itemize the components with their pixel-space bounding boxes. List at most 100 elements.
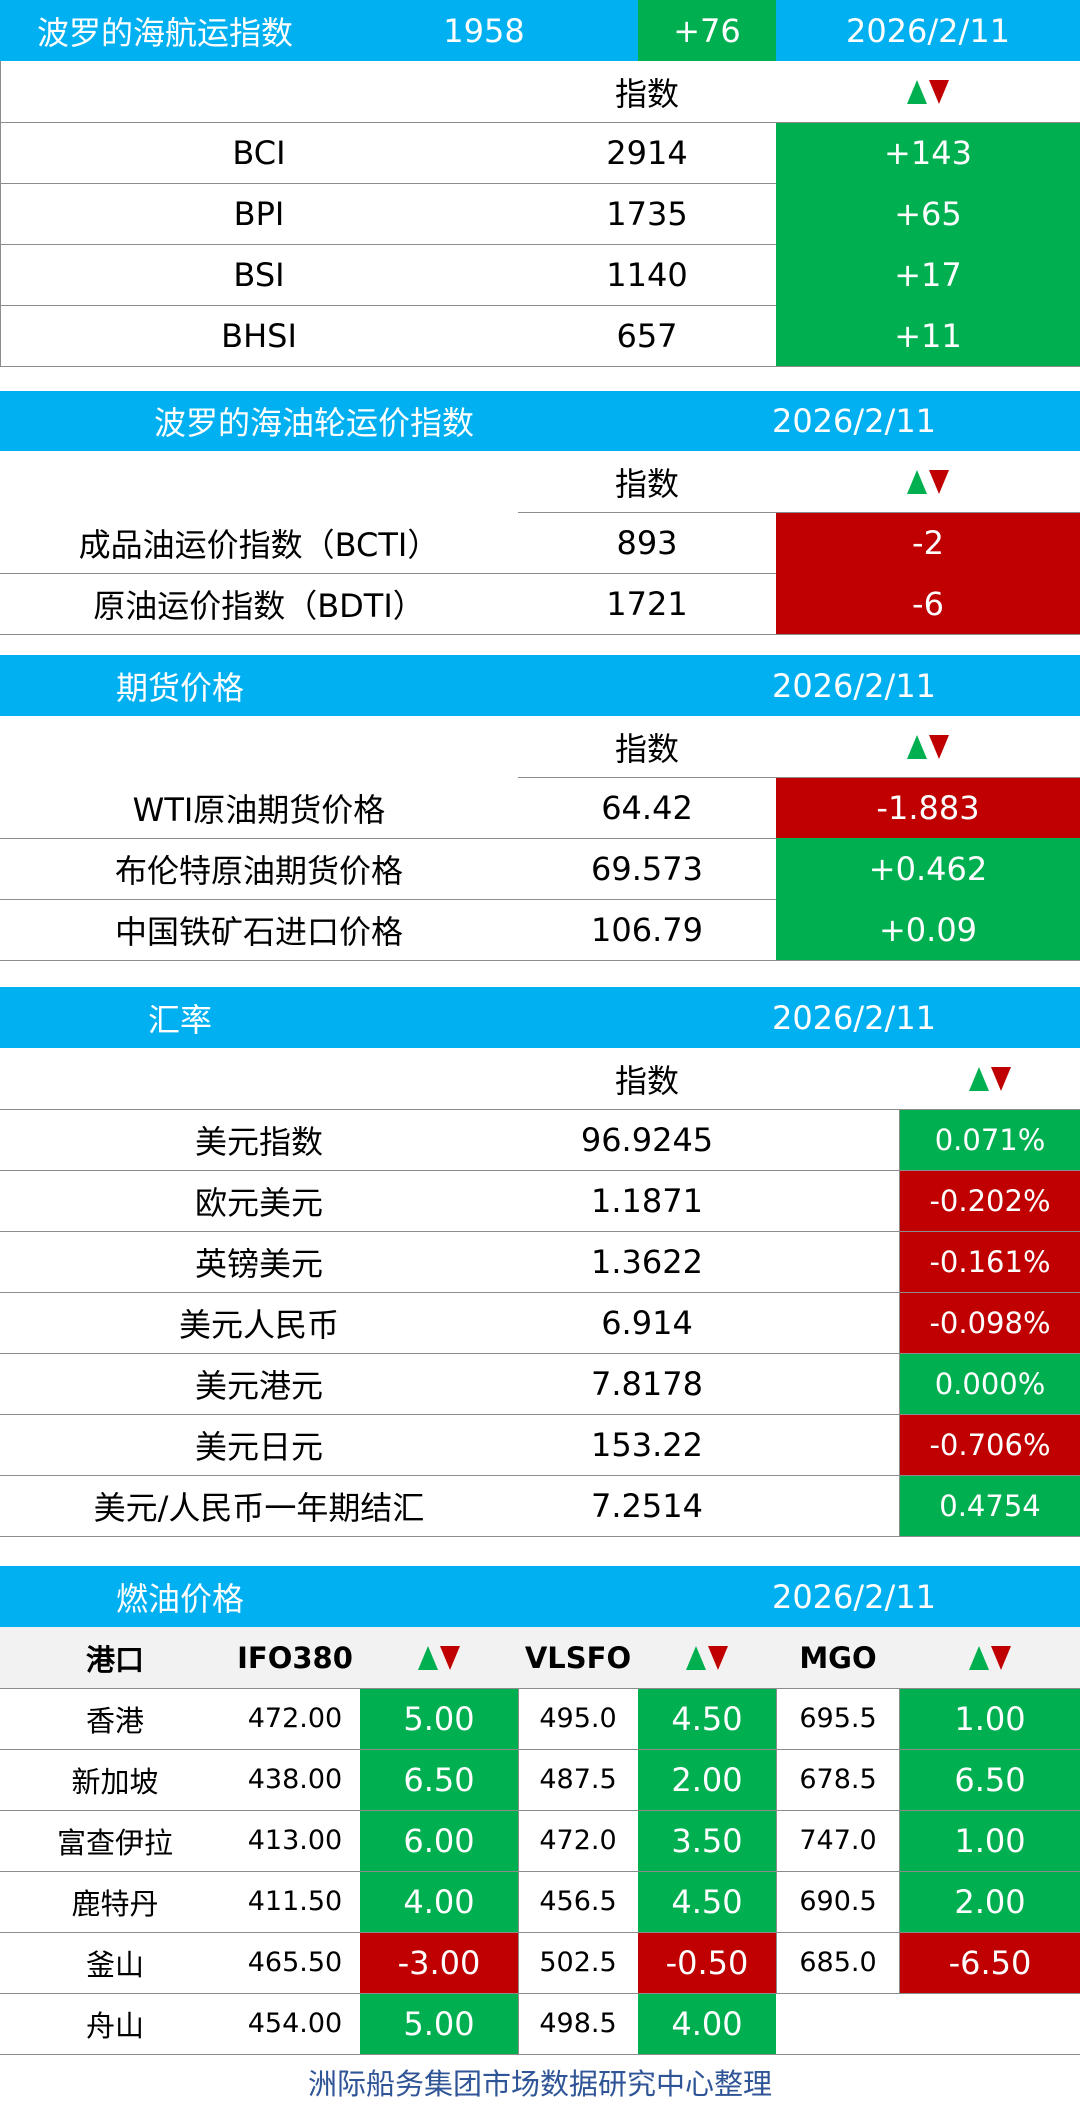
tanker-column-header: 指数 [0, 451, 1080, 512]
divider [0, 1170, 1080, 1171]
row-value: 153.22 [591, 1425, 703, 1464]
up-down-triangles-icon [969, 1645, 1011, 1670]
divider [0, 1475, 1080, 1476]
divider [0, 1993, 1080, 1994]
row-change: -0.161% [900, 1231, 1080, 1292]
row-change: -0.098% [900, 1292, 1080, 1353]
index-label: 指数 [614, 1061, 679, 1100]
vlsfo-change: 2.00 [638, 1749, 776, 1810]
ifo-price: 438.00 [247, 1764, 343, 1795]
mgo-price [776, 1993, 900, 2054]
change-indicator [776, 61, 1080, 122]
mgo-price: 690.5 [799, 1886, 877, 1917]
table-row: 原油运价指数（BDTI） 1721 -6 [0, 573, 1080, 634]
tanker-header: 波罗的海油轮运价指数 2026/2/11 [0, 391, 1080, 451]
fx-title: 汇率 [147, 1000, 212, 1039]
table-row: BCI 2914 +143 [0, 122, 1080, 183]
fuel-header: 燃油价格 2026/2/11 [0, 1566, 1080, 1627]
vlsfo-change: 4.50 [638, 1871, 776, 1932]
index-label: 指数 [614, 464, 679, 503]
change-indicator [776, 451, 1080, 512]
up-down-triangles-icon [686, 1645, 728, 1670]
divider [899, 1688, 900, 1993]
fuel-date: 2026/2/11 [771, 1577, 937, 1616]
table-row: 布伦特原油期货价格 69.573 +0.462 [0, 838, 1080, 899]
row-change: -1.883 [776, 777, 1080, 838]
col-vlsfo: VLSFO [524, 1640, 632, 1675]
table-row: 美元港元 7.8178 0.000% [0, 1353, 1080, 1414]
table-row: 美元指数 96.9245 0.071% [0, 1109, 1080, 1170]
divider [518, 777, 1080, 778]
divider [0, 122, 1080, 123]
bdi-header: 波罗的海航运指数 1958 +76 2026/2/11 [0, 0, 1080, 61]
row-name: 原油运价指数（BDTI） [93, 586, 425, 625]
ifo-change: 6.50 [360, 1749, 518, 1810]
divider [0, 1353, 1080, 1354]
divider [0, 960, 1080, 961]
ifo-change: 5.00 [360, 1688, 518, 1749]
divider [518, 512, 1080, 513]
divider [0, 366, 1080, 367]
divider [0, 61, 1, 366]
divider [0, 1871, 1080, 1872]
divider [0, 838, 776, 839]
row-change: -0.706% [900, 1414, 1080, 1475]
index-label: 指数 [614, 729, 679, 768]
row-name: 中国铁矿石进口价格 [114, 912, 403, 951]
port-name: 鹿特丹 [71, 1886, 159, 1921]
vlsfo-change: 4.00 [638, 1993, 776, 2054]
ifo-price: 413.00 [247, 1825, 343, 1856]
row-value: 893 [616, 523, 678, 562]
row-name: 成品油运价指数（BCTI） [78, 525, 440, 564]
bdi-column-header: 指数 [0, 61, 1080, 122]
row-value: 1.3622 [591, 1242, 703, 1281]
divider [0, 1810, 1080, 1811]
divider [0, 1688, 1080, 1689]
ifo-price: 454.00 [247, 2008, 343, 2039]
bdi-change: +76 [638, 0, 776, 61]
mgo-price: 747.0 [799, 1825, 877, 1856]
divider [0, 1932, 1080, 1933]
mgo-change: 1.00 [900, 1688, 1080, 1749]
col-mgo: MGO [799, 1640, 877, 1675]
port-name: 新加坡 [71, 1764, 159, 1799]
table-row: 英镑美元 1.3622 -0.161% [0, 1231, 1080, 1292]
row-value: 1721 [606, 584, 688, 623]
row-name: 美元人民币 [178, 1305, 339, 1344]
table-row: BPI 1735 +65 [0, 183, 1080, 244]
row-change: -6 [776, 573, 1080, 634]
mgo-price: 678.5 [799, 1764, 877, 1795]
change-indicator [900, 1048, 1080, 1109]
fx-header: 汇率 2026/2/11 [0, 987, 1080, 1048]
mgo-change: 6.50 [900, 1749, 1080, 1810]
divider [0, 1231, 1080, 1232]
mgo-change: -6.50 [900, 1932, 1080, 1993]
row-change: 0.071% [900, 1109, 1080, 1170]
vlsfo-change: -0.50 [638, 1932, 776, 1993]
bdi-date: 2026/2/11 [845, 11, 1011, 50]
row-value: 106.79 [591, 910, 703, 949]
change-indicator [776, 716, 1080, 777]
row-value: 7.8178 [591, 1364, 703, 1403]
up-down-triangles-icon [907, 469, 949, 494]
row-name: 美元/人民币一年期结汇 [93, 1488, 425, 1527]
bdi-title: 波罗的海航运指数 [36, 13, 293, 52]
divider [0, 899, 776, 900]
table-row: 美元/人民币一年期结汇 7.2514 0.4754 [0, 1475, 1080, 1536]
row-value: 7.2514 [591, 1486, 703, 1525]
row-name: BSI [233, 255, 285, 294]
up-down-triangles-icon [907, 734, 949, 759]
fuel-title: 燃油价格 [115, 1579, 244, 1618]
vlsfo-change: 3.50 [638, 1810, 776, 1871]
ifo-price: 472.00 [247, 1703, 343, 1734]
table-row: 美元人民币 6.914 -0.098% [0, 1292, 1080, 1353]
vlsfo-price: 472.0 [539, 1825, 617, 1856]
row-change: -2 [776, 512, 1080, 573]
index-label: 指数 [614, 74, 679, 113]
divider [0, 1749, 1080, 1750]
divider [0, 1109, 1080, 1110]
table-row: 欧元美元 1.1871 -0.202% [0, 1170, 1080, 1231]
mgo-change: 2.00 [900, 1871, 1080, 1932]
tanker-date: 2026/2/11 [771, 402, 937, 440]
row-name: 欧元美元 [194, 1183, 323, 1222]
